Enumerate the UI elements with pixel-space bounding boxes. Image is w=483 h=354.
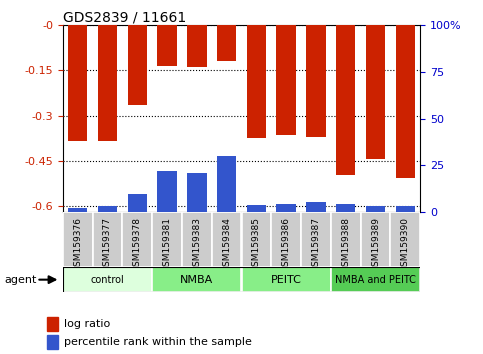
- Bar: [187, 173, 207, 212]
- Bar: [331, 212, 361, 267]
- Bar: [396, 25, 415, 178]
- Bar: [271, 212, 301, 267]
- Bar: [336, 204, 355, 212]
- Bar: [157, 171, 177, 212]
- Bar: [247, 25, 266, 138]
- Bar: [157, 25, 177, 65]
- Bar: [98, 206, 117, 212]
- Bar: [242, 212, 271, 267]
- Bar: [128, 25, 147, 105]
- Bar: [306, 25, 326, 137]
- Text: GSM159387: GSM159387: [312, 217, 320, 272]
- Bar: [242, 267, 331, 292]
- Bar: [336, 25, 355, 175]
- Bar: [276, 25, 296, 135]
- Bar: [152, 212, 182, 267]
- Text: NMBA and PEITC: NMBA and PEITC: [335, 275, 416, 285]
- Text: GSM159377: GSM159377: [103, 217, 112, 272]
- Bar: [301, 212, 331, 267]
- Bar: [366, 206, 385, 212]
- Bar: [122, 212, 152, 267]
- Bar: [93, 212, 122, 267]
- Bar: [128, 194, 147, 212]
- Bar: [47, 317, 58, 331]
- Bar: [182, 212, 212, 267]
- Bar: [366, 25, 385, 159]
- Bar: [187, 25, 207, 67]
- Bar: [361, 212, 390, 267]
- Bar: [247, 205, 266, 212]
- Text: agent: agent: [5, 275, 37, 285]
- Text: NMBA: NMBA: [180, 275, 213, 285]
- Text: GSM159388: GSM159388: [341, 217, 350, 272]
- Text: GSM159384: GSM159384: [222, 217, 231, 272]
- Bar: [63, 212, 93, 267]
- Bar: [212, 212, 242, 267]
- Bar: [390, 212, 420, 267]
- Bar: [68, 25, 87, 141]
- Bar: [276, 204, 296, 212]
- Text: log ratio: log ratio: [64, 319, 111, 329]
- Text: control: control: [91, 275, 124, 285]
- Text: PEITC: PEITC: [271, 275, 301, 285]
- Text: GSM159389: GSM159389: [371, 217, 380, 272]
- Bar: [396, 206, 415, 212]
- Text: GSM159376: GSM159376: [73, 217, 82, 272]
- Text: GSM159390: GSM159390: [401, 217, 410, 272]
- Bar: [68, 208, 87, 212]
- Bar: [98, 25, 117, 141]
- Bar: [306, 202, 326, 212]
- Text: GSM159385: GSM159385: [252, 217, 261, 272]
- Text: GSM159386: GSM159386: [282, 217, 291, 272]
- Bar: [217, 25, 236, 61]
- Text: GSM159383: GSM159383: [192, 217, 201, 272]
- Bar: [152, 267, 242, 292]
- Text: GSM159378: GSM159378: [133, 217, 142, 272]
- Text: percentile rank within the sample: percentile rank within the sample: [64, 337, 252, 347]
- Text: GSM159381: GSM159381: [163, 217, 171, 272]
- Bar: [47, 335, 58, 349]
- Bar: [63, 267, 152, 292]
- Bar: [217, 156, 236, 212]
- Bar: [331, 267, 420, 292]
- Text: GDS2839 / 11661: GDS2839 / 11661: [63, 11, 186, 25]
